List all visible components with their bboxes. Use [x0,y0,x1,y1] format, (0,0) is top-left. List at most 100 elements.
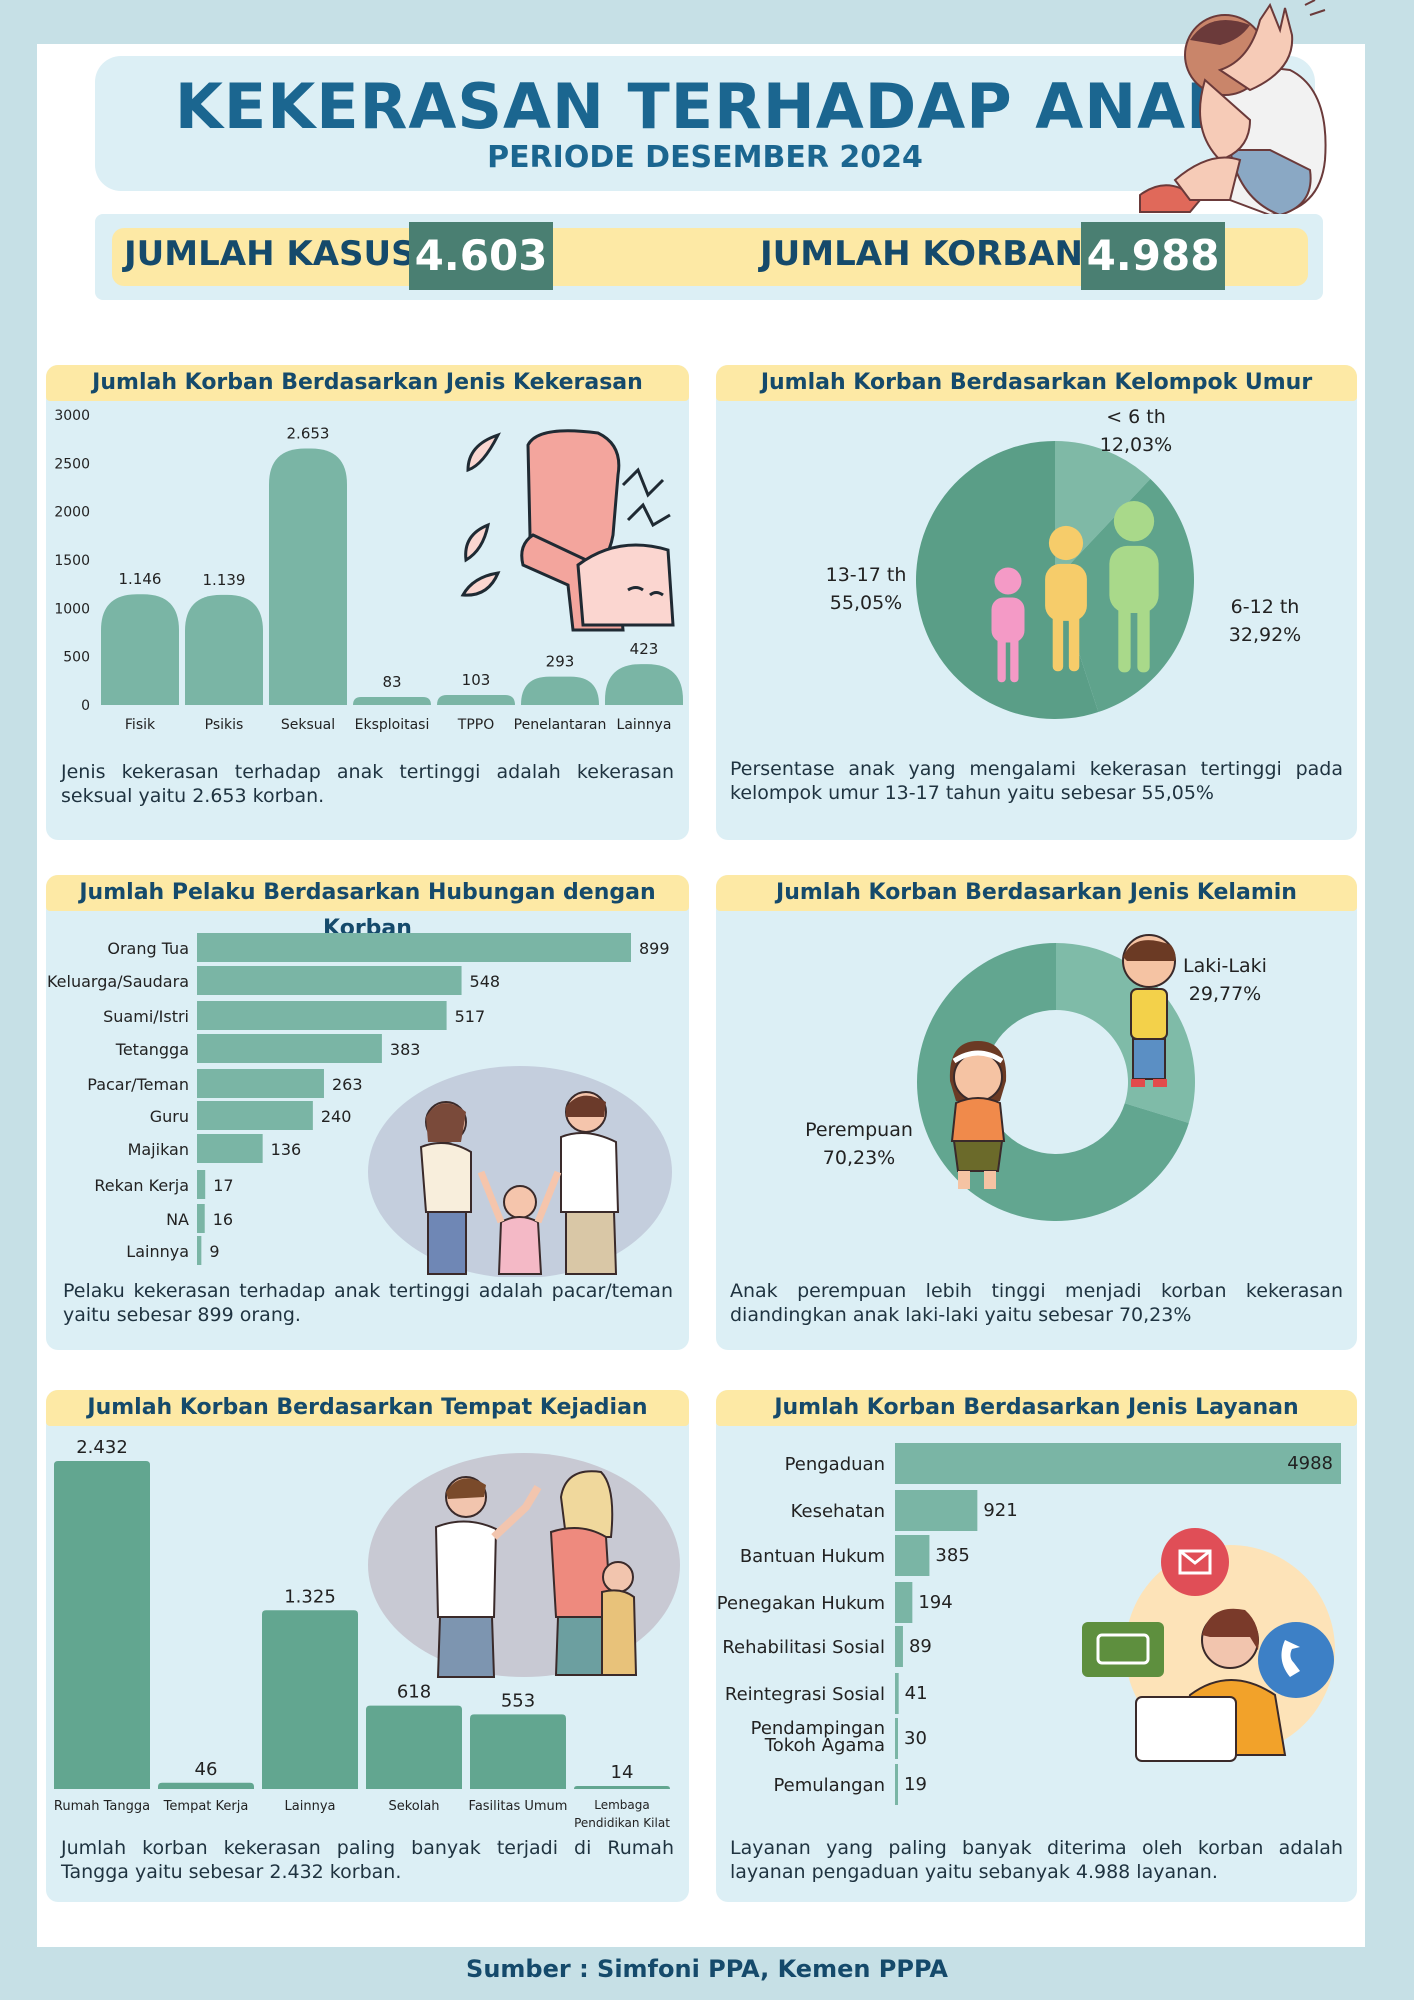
bar [895,1535,930,1576]
family-argument-illustration [368,1453,680,1678]
bar [197,1134,263,1163]
data-label: 9 [209,1242,219,1261]
call-center-illustration [1082,1528,1335,1762]
data-label: 2.432 [76,1437,128,1458]
y-tick-label: Reintegrasi Sosial [725,1684,885,1705]
data-label: 17 [213,1176,233,1195]
slice-value-label: 70,23% [823,1147,895,1169]
data-label: 263 [332,1075,363,1094]
bar [101,594,179,705]
y-tick-label: Bantuan Hukum [740,1546,885,1567]
x-tick-label: Eksploitasi [355,717,430,733]
y-tick-label: 2500 [54,456,90,472]
y-tick-label: Guru [150,1107,189,1126]
panel-description: Pelaku kekerasan terhadap anak tertinggi… [63,1280,673,1326]
bar [197,933,631,962]
y-tick-label: Penegakan Hukum [717,1593,885,1614]
y-tick-label: Majikan [128,1140,189,1159]
data-label: 30 [904,1728,927,1749]
y-tick-label: Pemulangan [773,1775,885,1796]
chart-jenis-kelamin: Laki-Laki 29,77% Perempuan 70,23% [805,934,1267,1221]
panel-title: Jumlah Korban Berdasarkan Jenis Kelamin [716,875,1357,911]
y-tick-label: Rekan Kerja [94,1176,189,1195]
bar [197,1069,324,1098]
data-label: 921 [983,1500,1017,1521]
panel-title: Jumlah Korban Berdasarkan Jenis Kekerasa… [46,365,689,401]
bar [197,1034,382,1063]
data-label: 517 [455,1007,486,1026]
y-tick-label: Orang Tua [107,939,189,958]
data-label: 194 [918,1592,952,1613]
data-label: 4988 [1287,1453,1333,1474]
panel-title: Jumlah Korban Berdasarkan Tempat Kejadia… [46,1390,689,1426]
data-label: 240 [321,1107,352,1126]
y-tick-label: Lainnya [126,1242,189,1261]
slice-label: < 6 th [1106,406,1166,428]
chart-jenis-layanan: 4988 921 385 194 89 41 30 19 Pengaduan Kesehatan B… [717,1443,1341,1805]
bar [895,1626,903,1667]
panel-description: Jumlah korban kekerasan paling banyak te… [61,1837,674,1883]
x-tick-label: Lainnya [617,717,672,733]
x-tick-label: Fisik [125,717,156,733]
panel-title: Jumlah Korban Berdasarkan Kelompok Umur [716,365,1357,401]
x-tick-label: Seksual [281,717,335,733]
bar [269,448,347,705]
slice-label: Perempuan [805,1119,913,1141]
y-tick-label: 0 [81,698,90,714]
bar [895,1582,913,1623]
bar [895,1718,898,1759]
data-label: 136 [271,1140,302,1159]
data-label: 1.146 [119,570,162,588]
x-tick-label: Lainnya [285,1799,336,1814]
page-title: KEKERASAN TERHADAP ANAK [174,70,1236,143]
bar [574,1786,670,1789]
data-label: 1.325 [284,1586,336,1607]
victims-value: 4.988 [1081,222,1225,290]
panel-description: Layanan yang paling banyak diterima oleh… [730,1837,1343,1883]
data-label: 103 [462,671,491,689]
chart-tempat-kejadian: 2.432 46 1.325 618 553 14 Rumah Tangga Tempat K… [54,1437,670,1830]
x-tick-label: Psikis [205,717,244,733]
bar [197,1204,205,1233]
child-figure-icon [1045,525,1087,672]
bar [197,1236,202,1265]
panel-jenis-kelamin: Jumlah Korban Berdasarkan Jenis Kelamin … [716,875,1357,1350]
bar [54,1461,150,1789]
data-label: 553 [501,1690,535,1711]
data-label: 14 [611,1762,634,1783]
data-label: 2.653 [287,425,330,443]
slice-label: 6-12 th [1231,596,1300,618]
data-label: 83 [382,673,401,691]
bar [197,1101,313,1130]
cases-value: 4.603 [409,222,553,290]
panel-title: Jumlah Pelaku Berdasarkan Hubungan denga… [46,875,689,941]
data-label: 46 [195,1759,218,1780]
data-label: 1.139 [203,571,246,589]
bar [158,1782,254,1789]
data-label: 16 [213,1210,233,1229]
panel-description: Persentase anak yang mengalami kekerasan… [730,758,1343,804]
child-figure-icon [1109,501,1159,673]
cases-label: JUMLAH KASUS [124,234,416,274]
chart-jenis-kekerasan: 0 500 1000 1500 2000 2500 3000 1.146 Fisik 1.139 P… [54,408,683,733]
y-tick-label: Pendampingan Tokoh Agama [751,1718,885,1756]
x-tick-label: Penelantaran [514,717,607,733]
x-tick-label: Sekolah [388,1799,439,1814]
source-note: Sumber : Simfoni PPA, Kemen PPPA [466,1955,948,1983]
data-label: 41 [905,1683,928,1704]
slice-label: Laki-Laki [1183,955,1267,977]
y-tick-label: Rehabilitasi Sosial [722,1637,885,1658]
y-tick-label: 2000 [54,505,90,521]
y-tick-label: 500 [63,650,90,666]
bar [605,664,683,705]
bar [470,1714,566,1789]
panel-description: Jenis kekerasan terhadap anak tertinggi … [61,761,674,807]
x-tick-label: TPPO [457,717,494,733]
data-label: 548 [470,972,501,991]
slice-value-label: 12,03% [1100,434,1172,456]
slice-label: 13-17 th [826,564,907,586]
bar [353,696,431,705]
fist-illustration [460,429,675,632]
y-tick-label: Pengaduan [785,1454,885,1475]
panel-description: Anak perempuan lebih tinggi menjadi korb… [730,1280,1343,1326]
